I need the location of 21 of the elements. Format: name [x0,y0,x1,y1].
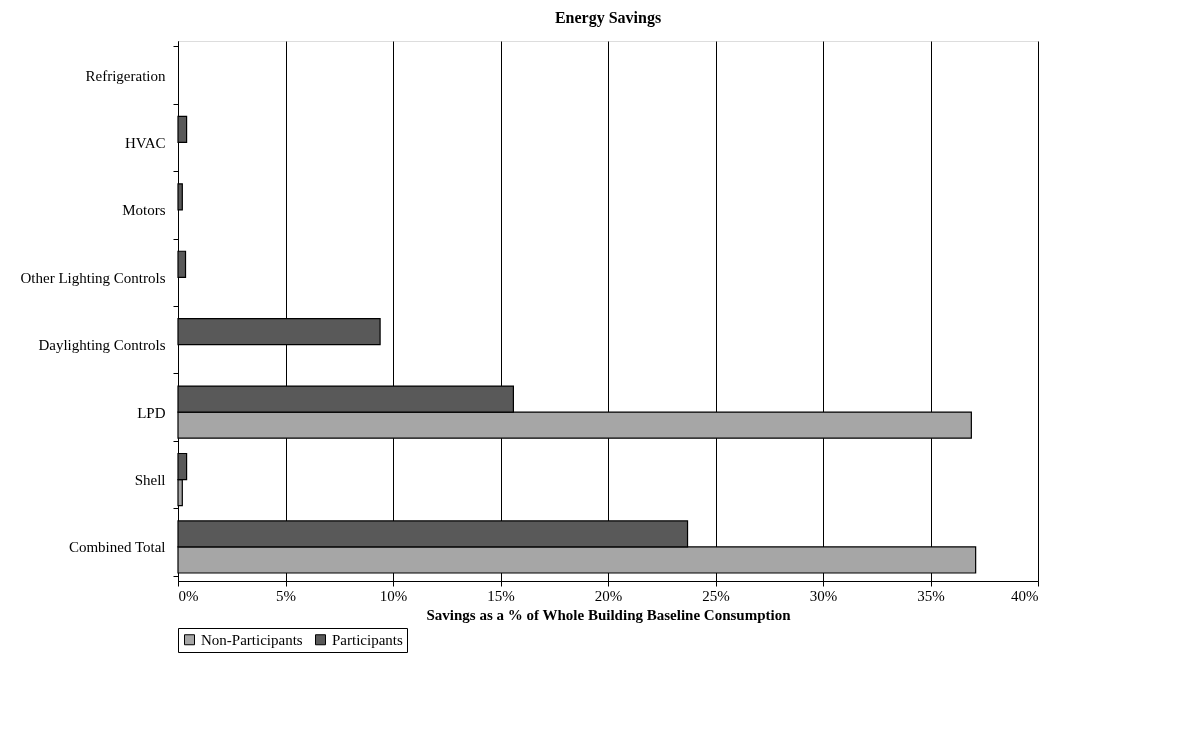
y-tick-label: Other Lighting Controls [20,269,166,286]
legend-label: Non-Participants [201,631,303,648]
x-tick-label: 20% [594,587,623,604]
x-tick-label: 25% [702,587,730,604]
y-tick-label: Combined Total [68,539,166,556]
x-tick-label: 35% [917,587,945,604]
x-tick-label: 15% [487,587,515,604]
legend-label: Participants [332,631,403,648]
chart-title: Energy Savings [554,9,662,27]
x-axis-title: Savings as a % of Whole Building Baseline Consumption [426,606,792,623]
y-tick-label: Refrigeration [85,67,166,84]
y-tick-label: Daylighting Controls [38,337,166,354]
y-tick-label: HVAC [124,134,166,151]
y-tick-label: Shell [134,472,166,489]
x-tick-label: 10% [379,587,408,604]
x-tick-label: 30% [809,587,838,604]
y-tick-label: LPD [137,404,166,421]
y-tick-label: Motors [122,202,166,219]
x-tick-label: 5% [276,587,296,604]
x-tick-label: 0% [178,587,199,604]
x-tick-label: 40% [1011,587,1039,604]
